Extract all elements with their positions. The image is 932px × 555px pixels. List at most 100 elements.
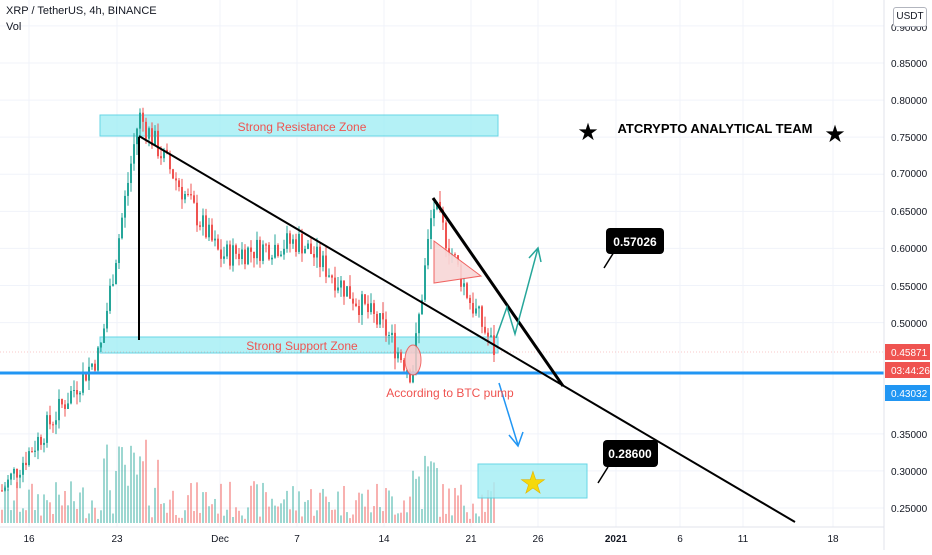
symbol-title[interactable]: XRP / TetherUS, 4h, BINANCE: [6, 5, 157, 17]
candle-body: [19, 474, 21, 478]
descending-trendline[interactable]: [138, 135, 796, 523]
candle-body: [157, 130, 159, 157]
volume-bar: [445, 513, 447, 523]
candle-body: [91, 363, 93, 367]
candle-body: [235, 245, 237, 254]
volume-bar: [436, 468, 438, 523]
candle-body: [253, 251, 255, 259]
candle-body: [388, 334, 390, 336]
candle-body: [37, 436, 39, 451]
volume-bar: [205, 492, 207, 523]
volume-bar: [154, 487, 156, 523]
volume-bar: [460, 484, 462, 523]
volume-bar: [25, 510, 27, 523]
price-axis[interactable]: 0.90000 0.85000 0.80000 0.75000 0.70000 …: [885, 23, 930, 515]
volume-bar: [283, 499, 285, 523]
candle-body: [400, 352, 402, 360]
candle-body: [58, 398, 60, 421]
current-price-value: 0.45871: [891, 348, 928, 359]
candle-body: [358, 306, 360, 315]
volume-bar: [190, 483, 192, 523]
candle-body: [34, 450, 36, 452]
volume-bar: [373, 506, 375, 523]
candle-body: [328, 275, 330, 277]
volume-bar: [400, 512, 402, 523]
candle-body: [403, 359, 405, 371]
volume-bar: [40, 515, 42, 523]
candle-body: [79, 392, 81, 395]
volume-bar: [172, 490, 174, 523]
steep-trendline[interactable]: [431, 197, 565, 387]
candle-body: [208, 224, 210, 238]
volume-bar: [379, 507, 381, 523]
volume-bar: [259, 516, 261, 523]
candle-body: [433, 209, 435, 219]
volume-bar: [160, 503, 162, 523]
candle-body: [454, 254, 456, 256]
candle-body: [409, 370, 411, 383]
target-callout-up[interactable]: 0.57026: [603, 228, 664, 269]
candle-body: [286, 233, 288, 249]
candle-body: [475, 308, 477, 314]
volume-bar: [349, 518, 351, 523]
volume-bar: [451, 515, 453, 523]
candle-body: [349, 286, 351, 299]
target-zone[interactable]: [477, 463, 588, 499]
volume-bar: [70, 481, 72, 523]
volume-bar: [409, 496, 411, 523]
volume-bar: [88, 513, 90, 523]
candle-body: [55, 420, 57, 425]
candle-body: [337, 287, 339, 291]
time-tick: Dec: [211, 534, 229, 545]
volume-bar: [163, 503, 165, 523]
volume-bar: [340, 515, 342, 523]
resistance-zone[interactable]: [99, 114, 499, 137]
time-tick: 26: [532, 534, 544, 545]
volume-bars: [1, 439, 495, 523]
candle-body: [112, 284, 114, 286]
candle-body: [145, 121, 147, 139]
volume-bar: [226, 509, 228, 523]
candle-body: [430, 218, 432, 239]
time-tick: 6: [677, 534, 683, 545]
price-tick: 0.85000: [891, 59, 928, 70]
currency-button[interactable]: USDT: [893, 7, 927, 27]
candle-body: [7, 479, 9, 488]
volume-bar: [10, 510, 12, 523]
candle-body: [49, 415, 51, 425]
candle-body: [442, 209, 444, 223]
candle-body: [118, 238, 120, 264]
candle-body: [70, 390, 72, 404]
candle-body: [247, 247, 249, 265]
candle-body: [250, 247, 252, 252]
target-callout-down[interactable]: 0.28600: [597, 440, 658, 484]
volume-bar: [121, 447, 123, 523]
volume-bar: [127, 485, 129, 523]
volume-bar: [208, 506, 210, 523]
volume-bar: [424, 455, 426, 523]
candle-body: [490, 335, 492, 337]
volume-bar: [262, 482, 264, 523]
candle-body: [271, 257, 273, 260]
candle-body: [259, 239, 261, 261]
candle-body: [196, 202, 198, 226]
time-axis[interactable]: 16 23 Dec 7 14 21 26 2021 6 11 18: [23, 534, 839, 545]
volume-bar: [334, 509, 336, 523]
volume-bar: [325, 496, 327, 523]
volume-bar: [481, 494, 483, 523]
candle-body: [46, 415, 48, 443]
candle-body: [466, 283, 468, 298]
volume-bar: [100, 510, 102, 523]
candle-body: [484, 326, 486, 333]
candle-body: [304, 248, 306, 254]
candle-body: [10, 473, 12, 480]
candle-body: [133, 144, 135, 164]
candle-body: [232, 245, 234, 266]
candle-body: [481, 306, 483, 327]
candle-body: [181, 186, 183, 200]
candle-body: [301, 233, 303, 254]
candle-body: [229, 244, 231, 266]
candle-body: [43, 442, 45, 445]
candle-body: [364, 294, 366, 304]
